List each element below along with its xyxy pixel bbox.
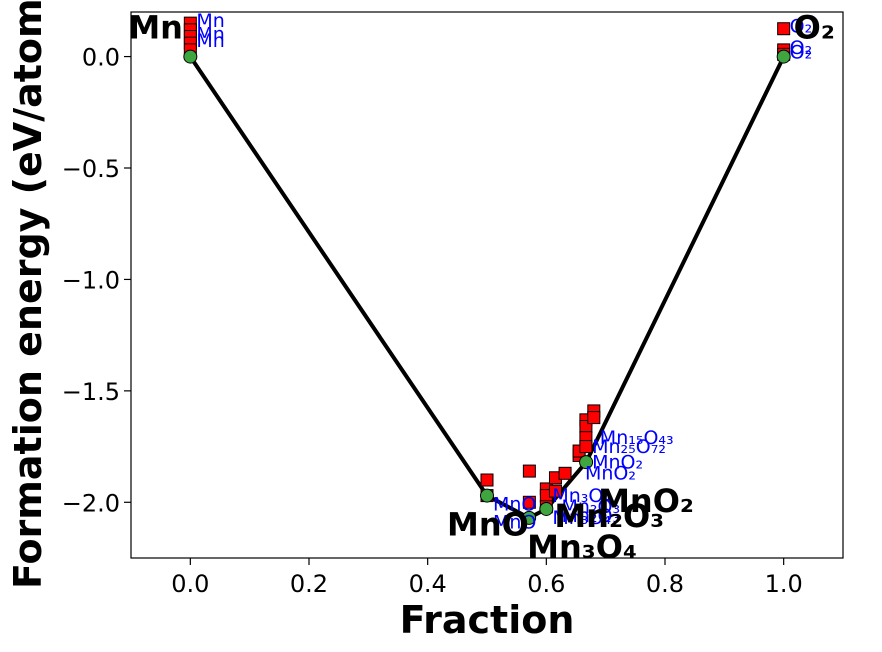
unstable-label-11: Mn₃O₄: [552, 507, 611, 529]
unstable-label-5: O₂: [790, 41, 813, 63]
stable-label-0: Mn: [128, 9, 183, 47]
stable-label-5: MnO₂: [598, 482, 694, 520]
plot-area: MnMnMnO₂O₂O₂Mn₁₅O₄₃Mn₂₅O₇₂MnO₂MnO₂Mn₃O₄M…: [128, 9, 835, 566]
axis-ticks: 0.0 0.2 0.4 0.6 0.8 1.0 0.0 −0.5 −1.0 −1.5 −2.0: [62, 44, 803, 598]
y-tick-label-1: −0.5: [62, 155, 120, 183]
x-tick-label-1: 0.2: [290, 570, 328, 598]
unstable-label-13: MnO: [493, 512, 536, 534]
unstable-point-16: [548, 484, 562, 498]
unstable-point-23: [579, 440, 593, 454]
unstable-label-15: Mn₂O₃: [561, 505, 620, 527]
unstable-label-8: MnO₂: [592, 451, 643, 473]
unstable-point-8: [480, 473, 494, 487]
unstable-label-1: Mn: [196, 24, 224, 46]
convex-hull-line: [188, 55, 786, 520]
y-tick-label-4: −2.0: [62, 489, 120, 517]
unstable-point-10: [522, 464, 536, 478]
stable-point-4: [579, 455, 594, 470]
x-tick-label-0: 0.0: [171, 570, 209, 598]
unstable-point-11: [522, 495, 536, 509]
unstable-label-10: Mn₃O₄: [552, 485, 611, 507]
x-tick-label-3: 0.6: [527, 570, 565, 598]
y-tick-label-0: 0.0: [82, 44, 120, 72]
unstable-label-0: Mn: [196, 10, 224, 32]
unstable-label-9: MnO₂: [585, 463, 636, 485]
stable-point-3: [539, 501, 554, 516]
unstable-label-12: MnO: [493, 494, 536, 516]
unstable-point-5: [777, 22, 791, 36]
stable-point-5: [776, 49, 791, 64]
stable-point-2: [522, 510, 537, 525]
unstable-label-3: O₂: [790, 16, 813, 38]
unstable-label-2: Mn: [196, 30, 224, 52]
unstable-label-4: O₂: [790, 37, 813, 59]
stable-label-1: O₂: [794, 9, 835, 47]
y-tick-label-3: −1.5: [62, 378, 120, 406]
axes-frame: [130, 11, 844, 559]
stable-point-1: [480, 488, 494, 503]
unstable-label-14: Mn₂O₃: [561, 496, 620, 518]
x-tick-label-2: 0.4: [409, 570, 447, 598]
stable-label-2: MnO: [447, 506, 529, 544]
y-axis-title: Formation energy (eV/atom): [6, 0, 50, 589]
stable-label-3: Mn₃O₄: [527, 528, 637, 566]
stable-label-4: Mn₂O₃: [554, 497, 664, 535]
x-tick-label-4: 0.8: [646, 570, 684, 598]
stable-point-0: [183, 49, 198, 64]
y-tick-label-2: −1.0: [62, 266, 120, 294]
unstable-point-17: [558, 466, 572, 480]
unstable-label-6: Mn₁₅O₄₃: [600, 427, 674, 449]
unstable-point-25: [587, 411, 601, 425]
x-axis-title: Fraction: [400, 598, 575, 642]
unstable-label-7: Mn₂₅O₇₂: [592, 436, 666, 458]
x-tick-label-5: 1.0: [765, 570, 803, 598]
